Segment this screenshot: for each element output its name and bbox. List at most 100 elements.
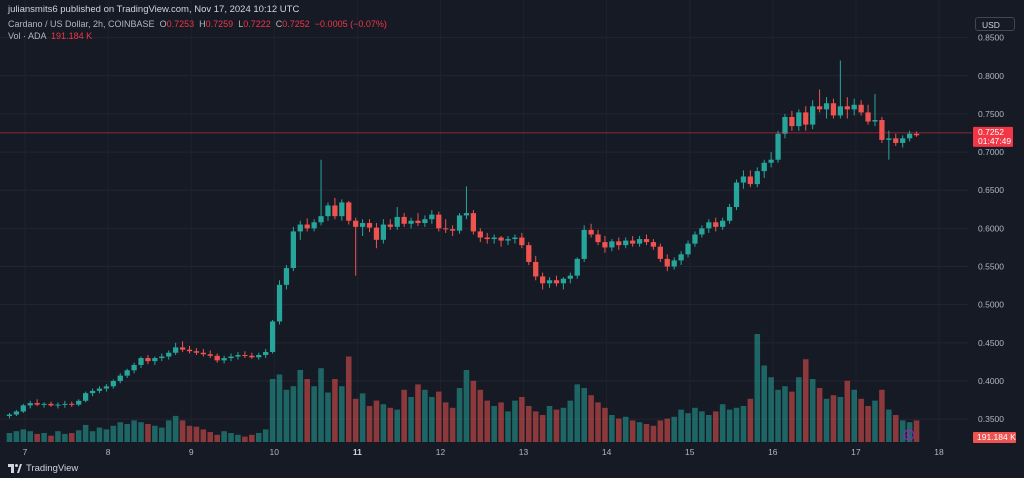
candle-body	[436, 214, 442, 229]
candle-body	[55, 404, 61, 406]
volume-bar	[103, 429, 110, 442]
candle-body	[179, 347, 186, 350]
volume-bar	[435, 391, 442, 442]
symbol-name[interactable]: Cardano / US Dollar, 2h, COINBASE	[8, 19, 155, 29]
volume-bar	[13, 431, 20, 442]
candle-body	[581, 229, 587, 259]
currency-button[interactable]: USD	[975, 17, 1015, 31]
volume-bar	[311, 386, 317, 442]
candle-body	[48, 403, 54, 406]
time-tick-label: 18	[934, 447, 944, 457]
candle-body	[803, 112, 809, 125]
candle-body	[173, 347, 179, 353]
candle-body	[643, 239, 650, 243]
volume-label[interactable]: Vol · ADA	[8, 31, 47, 41]
publisher-header: juliansmits6 published on TradingView.co…	[8, 4, 300, 15]
volume-bar	[733, 407, 740, 442]
candle-body	[865, 112, 871, 122]
volume-bar	[699, 411, 705, 442]
volume-bar	[207, 432, 214, 442]
candle-body	[685, 243, 691, 255]
close-label: C	[275, 19, 283, 29]
volume-bar	[339, 386, 345, 442]
volume-bar	[505, 411, 511, 442]
candle-body	[900, 138, 906, 143]
time-tick-label: 9	[189, 447, 194, 457]
candle-body	[214, 355, 220, 361]
candle-body	[256, 355, 262, 358]
volume-bar	[802, 359, 809, 442]
candle-body	[574, 258, 580, 276]
tradingview-logo-icon	[8, 464, 22, 473]
candle-body	[366, 223, 373, 228]
time-tick-label: 14	[602, 447, 612, 457]
candle-body	[650, 242, 657, 247]
volume-bar	[622, 416, 629, 442]
volume-bar	[290, 386, 297, 442]
time-tick-label: 15	[685, 447, 695, 457]
volume-bar	[55, 431, 61, 442]
volume-tag	[973, 432, 1016, 443]
volume-bar	[823, 398, 830, 442]
volume-bar	[117, 422, 124, 442]
low-label: L	[238, 19, 244, 29]
candle-body	[339, 202, 345, 217]
price-tick-label: 0.5000	[978, 300, 1004, 310]
volume-bar	[546, 406, 553, 442]
flash-icon-bolt	[906, 430, 911, 440]
time-axis: 7 8 9 10 11 12 13 14 15 16 17 18	[23, 447, 944, 457]
price-tick-label: 0.4500	[978, 338, 1004, 348]
volume-bar	[526, 406, 532, 442]
volume-bar	[366, 406, 373, 442]
price-tick-label: 0.7000	[978, 147, 1004, 157]
candle-body	[263, 351, 269, 356]
volume-bar	[512, 400, 518, 442]
volume-bar	[636, 422, 643, 442]
volume-bar	[706, 415, 712, 442]
volume-bar	[152, 425, 158, 442]
volume-bar	[609, 415, 615, 442]
candle-body	[754, 171, 760, 185]
candle-body	[304, 224, 310, 229]
candle-body	[41, 403, 47, 405]
volume-bar	[359, 393, 366, 442]
volume-bar	[422, 389, 428, 442]
brand-label: TradingView	[26, 463, 79, 474]
candle-body	[283, 268, 290, 285]
time-tick-label: 7	[23, 447, 28, 457]
chart-grid	[0, 37, 968, 420]
volume-bar	[491, 406, 497, 442]
volume-bar	[837, 397, 844, 442]
volume-bar	[830, 395, 837, 442]
candle-body	[200, 352, 206, 355]
volume-bar	[297, 370, 304, 442]
candle-body	[810, 106, 816, 125]
volume-bar	[851, 389, 857, 442]
volume-bar	[96, 427, 103, 442]
candle-body	[858, 104, 864, 113]
candle-body	[484, 237, 490, 240]
candle-body	[713, 222, 719, 227]
volume-bar	[69, 433, 75, 442]
candle-body	[110, 380, 116, 387]
change-value: −0.0005 (−0.07%)	[314, 19, 387, 29]
volume-bar	[269, 379, 276, 442]
candle-body	[893, 138, 899, 143]
volume-bar	[415, 384, 421, 442]
volume-bar	[352, 398, 359, 442]
candle-body	[498, 237, 504, 241]
candle-body	[69, 403, 75, 405]
candle-body	[588, 229, 594, 235]
candle-body	[373, 227, 380, 240]
volume-bar	[892, 415, 899, 442]
volume-bar	[373, 400, 380, 442]
volume-bar	[809, 379, 816, 442]
last-price-tag	[973, 126, 1013, 147]
volume-bar	[186, 425, 193, 442]
volume-bar	[276, 374, 283, 442]
volume-bar	[214, 434, 220, 442]
tradingview-brand[interactable]: TradingView	[8, 463, 78, 474]
candle-body	[325, 205, 331, 217]
